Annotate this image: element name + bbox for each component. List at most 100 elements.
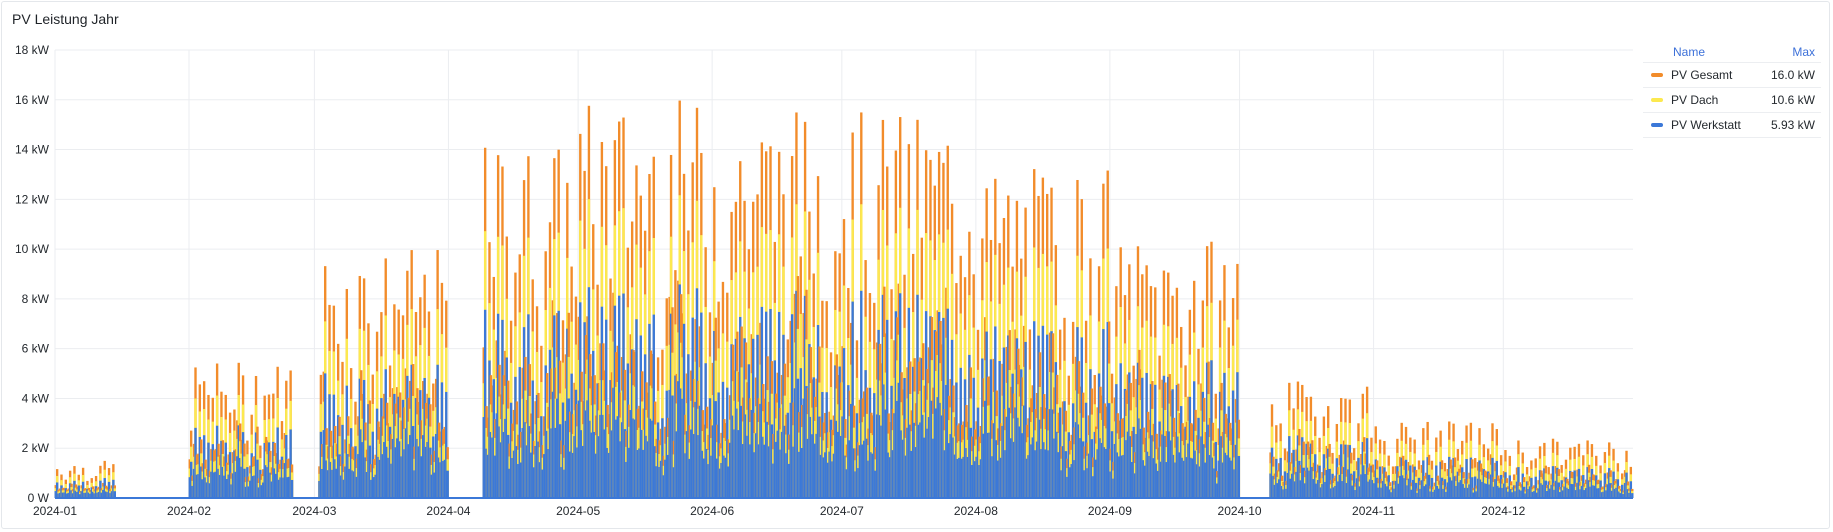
bar-pv-werkstatt xyxy=(54,491,57,498)
bar-pv-werkstatt xyxy=(1321,484,1324,498)
bar-pv-werkstatt xyxy=(763,444,766,498)
bar-pv-werkstatt xyxy=(1057,452,1060,498)
bar-pv-werkstatt xyxy=(429,447,432,498)
bar-pv-werkstatt xyxy=(1618,491,1621,498)
bar-pv-werkstatt xyxy=(1374,459,1377,498)
bar-pv-werkstatt xyxy=(1025,458,1029,498)
bar-pv-werkstatt xyxy=(1453,476,1457,498)
bar-pv-werkstatt xyxy=(792,446,795,498)
bar-pv-werkstatt xyxy=(740,405,743,498)
bar-pv-werkstatt xyxy=(1629,481,1633,498)
bar-pv-werkstatt xyxy=(940,415,944,498)
bar-pv-werkstatt xyxy=(1064,451,1068,498)
bar-pv-werkstatt xyxy=(1450,480,1454,498)
bar-pv-werkstatt xyxy=(570,373,573,498)
bar-pv-werkstatt xyxy=(360,429,363,498)
bar-pv-werkstatt xyxy=(874,470,877,498)
bar-pv-werkstatt xyxy=(361,442,364,498)
bar-pv-werkstatt xyxy=(1377,487,1380,498)
legend-item-pv-dach[interactable]: PV Dach 10.6 kW xyxy=(1643,87,1821,112)
bar-pv-werkstatt xyxy=(1175,385,1179,498)
bar-pv-werkstatt xyxy=(1159,461,1163,498)
bar-pv-werkstatt xyxy=(1167,376,1170,498)
bar-pv-werkstatt xyxy=(619,441,622,498)
bar-pv-werkstatt xyxy=(106,492,109,498)
bar-pv-werkstatt xyxy=(1109,471,1112,498)
bar-pv-werkstatt xyxy=(754,433,758,498)
bar-pv-werkstatt xyxy=(618,295,621,498)
bar-pv-werkstatt xyxy=(1354,490,1357,498)
bar-pv-werkstatt xyxy=(675,431,679,498)
bar-pv-werkstatt xyxy=(1069,467,1072,498)
bar-pv-werkstatt xyxy=(103,478,106,498)
bar-pv-werkstatt xyxy=(1419,488,1422,498)
bar-pv-werkstatt xyxy=(1437,488,1441,498)
bar-pv-werkstatt xyxy=(1426,457,1429,498)
bar-pv-werkstatt xyxy=(929,316,932,498)
bar-pv-werkstatt xyxy=(1573,470,1576,498)
bar-pv-werkstatt xyxy=(1563,486,1566,498)
bar-pv-werkstatt xyxy=(1309,443,1313,498)
bar-pv-werkstatt xyxy=(924,311,928,498)
bar-pv-werkstatt xyxy=(963,379,967,498)
bar-pv-werkstatt xyxy=(795,290,798,498)
bar-pv-werkstatt xyxy=(960,458,964,498)
bar-pv-werkstatt xyxy=(439,462,442,498)
bar-pv-werkstatt xyxy=(58,492,62,498)
bar-pv-werkstatt xyxy=(355,476,359,498)
bar-pv-werkstatt xyxy=(669,313,673,498)
bar-pv-werkstatt xyxy=(701,450,704,498)
bar-pv-werkstatt xyxy=(1355,478,1359,498)
bar-pv-werkstatt xyxy=(1169,440,1173,498)
bar-pv-werkstatt xyxy=(1337,481,1340,498)
bar-pv-werkstatt xyxy=(422,435,425,498)
bar-pv-werkstatt xyxy=(411,426,415,498)
bar-pv-werkstatt xyxy=(583,322,586,498)
legend-label: PV Werkstatt xyxy=(1671,118,1741,132)
legend-max-header[interactable]: Max xyxy=(1792,45,1815,59)
bar-pv-werkstatt xyxy=(419,390,422,498)
bar-pv-werkstatt xyxy=(757,444,761,498)
bar-pv-werkstatt xyxy=(935,408,938,498)
bar-pv-werkstatt xyxy=(348,468,351,498)
legend-item-pv-gesamt[interactable]: PV Gesamt 16.0 kW xyxy=(1643,62,1821,87)
bar-pv-werkstatt xyxy=(576,447,579,498)
y-tick-label: 18 kW xyxy=(15,43,50,57)
bar-pv-werkstatt xyxy=(749,444,752,498)
bar-pv-werkstatt xyxy=(1456,471,1460,498)
bar-pv-werkstatt xyxy=(396,438,399,498)
bar-pv-werkstatt xyxy=(1146,451,1150,498)
bar-pv-werkstatt xyxy=(1103,447,1107,498)
bar-pv-werkstatt xyxy=(711,425,715,498)
bar-pv-werkstatt xyxy=(1373,483,1376,498)
legend-item-pv-werkstatt[interactable]: PV Werkstatt 5.93 kW xyxy=(1643,112,1821,138)
bar-pv-werkstatt xyxy=(1605,490,1608,498)
bar-pv-werkstatt xyxy=(959,367,962,498)
bar-pv-werkstatt xyxy=(1132,426,1135,498)
bar-pv-werkstatt xyxy=(437,457,441,498)
bar-pv-werkstatt xyxy=(1318,465,1321,498)
bar-pv-werkstatt xyxy=(403,449,406,498)
legend-name-header[interactable]: Name xyxy=(1673,45,1706,59)
bar-pv-werkstatt xyxy=(886,319,889,498)
bar-pv-werkstatt xyxy=(1613,488,1617,498)
bar-pv-werkstatt xyxy=(328,394,331,498)
bar-pv-werkstatt xyxy=(318,480,321,498)
bar-pv-werkstatt xyxy=(400,456,403,498)
bar-pv-werkstatt xyxy=(1435,465,1438,498)
bar-pv-werkstatt xyxy=(881,294,885,498)
bar-pv-werkstatt xyxy=(266,467,269,498)
bar-pv-werkstatt xyxy=(1139,428,1143,498)
bar-pv-werkstatt xyxy=(1446,482,1450,498)
bar-pv-werkstatt xyxy=(61,492,65,498)
bar-pv-werkstatt xyxy=(1502,483,1506,498)
bar-pv-werkstatt xyxy=(1116,452,1119,498)
bar-pv-werkstatt xyxy=(1009,438,1013,498)
bar-pv-werkstatt xyxy=(1595,475,1598,498)
bar-pv-werkstatt xyxy=(282,477,285,498)
bar-pv-werkstatt xyxy=(554,427,557,498)
bar-pv-werkstatt xyxy=(975,456,978,498)
bar-pv-werkstatt xyxy=(1067,432,1070,498)
bar-pv-werkstatt xyxy=(1278,479,1281,498)
legend-label: PV Gesamt xyxy=(1671,68,1733,82)
